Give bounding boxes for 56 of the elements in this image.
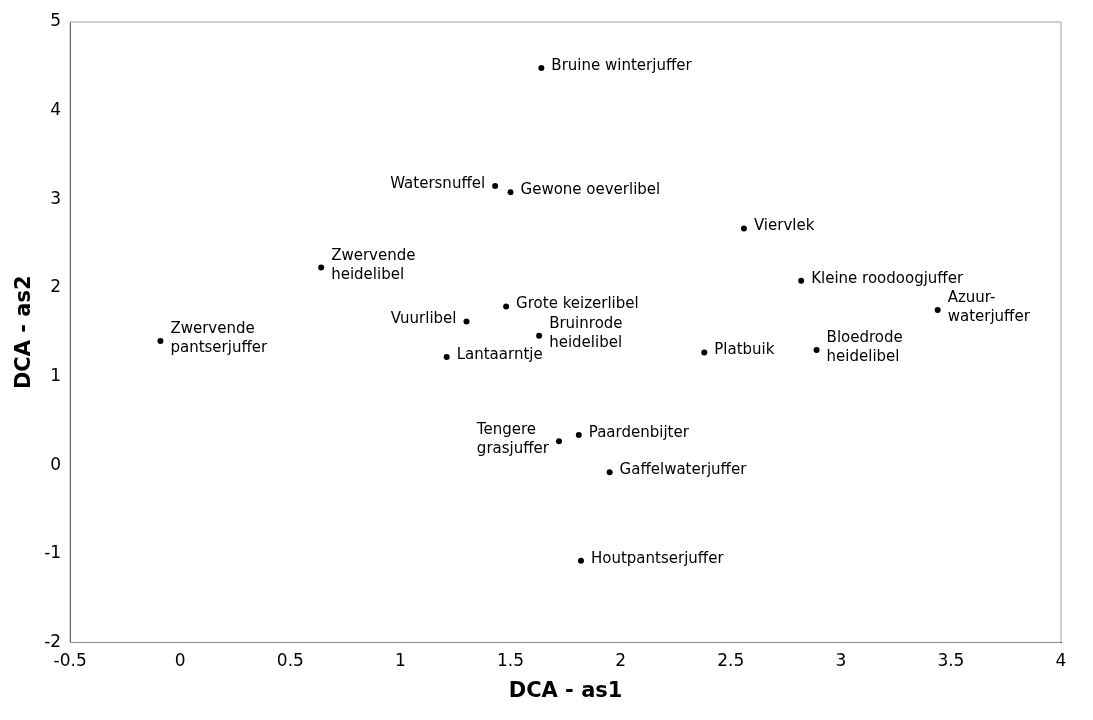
x-axis-title: DCA - as1 bbox=[508, 677, 623, 702]
annotation: Grote keizerlibel bbox=[516, 294, 639, 313]
point bbox=[538, 65, 545, 72]
point bbox=[492, 182, 499, 189]
annotation: Zwervende pantserjuffer bbox=[170, 319, 268, 357]
y-tick-label: -1 bbox=[44, 542, 62, 563]
point bbox=[813, 346, 820, 353]
x-tick-label: 3 bbox=[835, 650, 847, 671]
y-tick-label: 5 bbox=[50, 10, 62, 31]
annotation: Zwervende heidelibel bbox=[331, 245, 416, 283]
y-tick-label: -2 bbox=[44, 630, 62, 651]
x-tick-label: -0.5 bbox=[53, 650, 87, 671]
annotation: Lantaarntje bbox=[456, 344, 543, 363]
y-tick-label: 0 bbox=[50, 453, 62, 474]
point bbox=[577, 557, 584, 564]
y-tick-label: 1 bbox=[50, 364, 62, 385]
point bbox=[503, 303, 510, 310]
x-tick-label: 2 bbox=[615, 650, 627, 671]
point bbox=[443, 354, 450, 361]
annotation: Bruinrode heidelibel bbox=[549, 314, 623, 352]
annotation: Tengere grasjuffer bbox=[475, 419, 550, 457]
annotation: Vuurlibel bbox=[390, 309, 457, 328]
x-tick-label: 2.5 bbox=[717, 650, 745, 671]
point bbox=[606, 469, 613, 476]
y-tick-label: 4 bbox=[50, 99, 62, 120]
x-tick-label: 1.5 bbox=[497, 650, 525, 671]
y-tick-label: 2 bbox=[50, 276, 62, 297]
annotation: Viervlek bbox=[753, 216, 815, 235]
x-tick-label: 4 bbox=[1055, 650, 1067, 671]
x-tick-label: 1 bbox=[395, 650, 406, 671]
point bbox=[318, 264, 325, 271]
annotation: Bloedrode heidelibel bbox=[826, 328, 903, 366]
point bbox=[157, 338, 164, 345]
annotation: Azuur- waterjuffer bbox=[947, 288, 1031, 326]
point bbox=[507, 189, 514, 196]
x-tick-label: 3.5 bbox=[937, 650, 965, 671]
point bbox=[701, 349, 708, 356]
point bbox=[555, 438, 562, 445]
annotation: Paardenbijter bbox=[588, 422, 690, 441]
annotation: Houtpantserjuffer bbox=[590, 548, 725, 567]
y-tick-label: 3 bbox=[50, 187, 62, 208]
x-tick-label: 0.5 bbox=[276, 650, 304, 671]
annotation: Watersnuffel bbox=[390, 173, 486, 192]
point bbox=[575, 432, 582, 439]
point bbox=[463, 318, 470, 325]
annotation: Platbuik bbox=[714, 340, 775, 359]
point bbox=[934, 307, 941, 314]
annotation: Bruine winterjuffer bbox=[551, 55, 693, 74]
y-axis-title: DCA - as2 bbox=[11, 275, 36, 390]
point bbox=[740, 225, 747, 232]
point bbox=[798, 277, 805, 284]
annotation: Gaffelwaterjuffer bbox=[619, 460, 748, 479]
annotation: Kleine roodoogjuffer bbox=[811, 268, 964, 287]
point bbox=[536, 332, 543, 339]
annotation: Gewone oeverlibel bbox=[520, 180, 661, 199]
x-tick-label: 0 bbox=[174, 650, 186, 671]
